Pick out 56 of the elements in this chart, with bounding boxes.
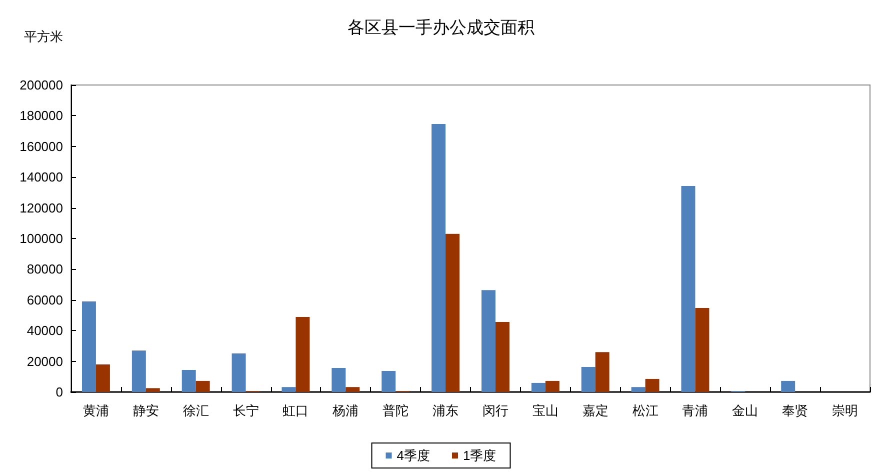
bar (446, 234, 460, 392)
bar (382, 370, 396, 392)
x-tick-label: 青浦 (682, 403, 708, 418)
x-tick-label: 松江 (632, 403, 658, 418)
y-tick-label: 0 (56, 384, 63, 400)
bar (781, 380, 796, 392)
bar (182, 370, 196, 392)
legend-label: 1季度 (463, 448, 496, 463)
y-tick-label: 180000 (20, 108, 63, 124)
bar (196, 380, 210, 392)
x-tick-label: 虹口 (282, 403, 309, 418)
x-tick-label: 浦东 (432, 403, 459, 418)
bar (96, 364, 110, 392)
y-tick-label: 60000 (26, 292, 63, 308)
bar (432, 124, 446, 392)
x-tick-label: 嘉定 (582, 403, 608, 418)
y-tick-label: 120000 (20, 200, 63, 216)
x-tick-label: 普陀 (382, 403, 409, 418)
y-tick-label: 100000 (20, 231, 63, 246)
y-tick-label: 80000 (26, 262, 63, 277)
bar (645, 378, 660, 392)
x-tick-label: 徐汇 (182, 403, 209, 418)
y-tick-label: 140000 (20, 170, 63, 185)
bar (346, 387, 360, 392)
y-tick-label: 200000 (20, 78, 63, 92)
x-tick-label: 宝山 (532, 403, 558, 418)
y-tick-label: 160000 (20, 138, 63, 154)
bar (232, 353, 246, 392)
bar (132, 350, 146, 392)
y-axis-title: 平方米 (24, 29, 63, 44)
bar (531, 382, 546, 392)
bar (82, 301, 96, 392)
y-tick-label: 20000 (26, 354, 63, 369)
x-tick-label: 奉贤 (782, 403, 808, 418)
x-tick-label: 长宁 (232, 403, 259, 418)
legend-label: 4季度 (396, 448, 430, 463)
bar (146, 388, 160, 392)
bar (545, 380, 560, 392)
bar (481, 290, 496, 392)
chart-title: 各区县一手办公成交面积 (348, 18, 534, 37)
bar (595, 352, 610, 392)
bar (631, 387, 646, 392)
x-tick-label: 金山 (732, 403, 758, 418)
y-tick-label: 40000 (26, 323, 63, 338)
bar (581, 366, 596, 392)
x-tick-label: 闵行 (482, 403, 508, 418)
x-tick-label: 崇明 (832, 403, 858, 418)
x-tick-label: 静安 (132, 403, 159, 418)
bar (495, 322, 510, 392)
bar (681, 186, 696, 392)
x-tick-label: 黄浦 (82, 403, 109, 418)
bar (695, 308, 710, 392)
x-tick-label: 杨浦 (332, 403, 359, 418)
bar (332, 368, 346, 392)
bar (296, 316, 310, 392)
bar (282, 387, 296, 392)
